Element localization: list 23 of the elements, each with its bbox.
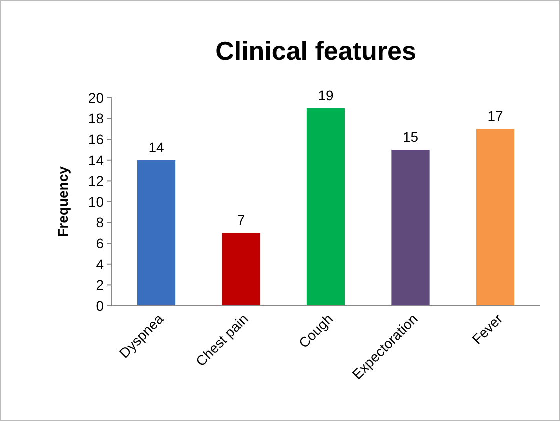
bar <box>222 233 260 306</box>
y-tick-label: 4 <box>96 256 104 272</box>
data-label: 19 <box>318 87 334 104</box>
y-tick-label: 16 <box>88 132 104 148</box>
bar <box>392 150 430 306</box>
bar <box>137 160 176 306</box>
chart-title: Clinical features <box>216 36 416 66</box>
data-label: 17 <box>488 108 504 124</box>
y-axis-title: Frequency <box>55 166 71 238</box>
data-label: 15 <box>402 129 419 145</box>
y-tick-label: 6 <box>96 236 104 252</box>
bar <box>306 108 346 306</box>
y-tick-label: 8 <box>96 214 104 231</box>
y-tick-label: 0 <box>96 298 104 314</box>
y-tick-label: 14 <box>88 152 104 168</box>
y-tick-label: 18 <box>88 110 104 127</box>
data-label: 7 <box>237 212 246 228</box>
y-tick-label: 12 <box>88 173 104 190</box>
y-tick-label: 10 <box>88 194 104 210</box>
y-tick-label: 2 <box>96 277 104 294</box>
bar <box>476 129 515 306</box>
data-label: 14 <box>148 139 164 156</box>
y-tick-label: 20 <box>88 90 104 106</box>
